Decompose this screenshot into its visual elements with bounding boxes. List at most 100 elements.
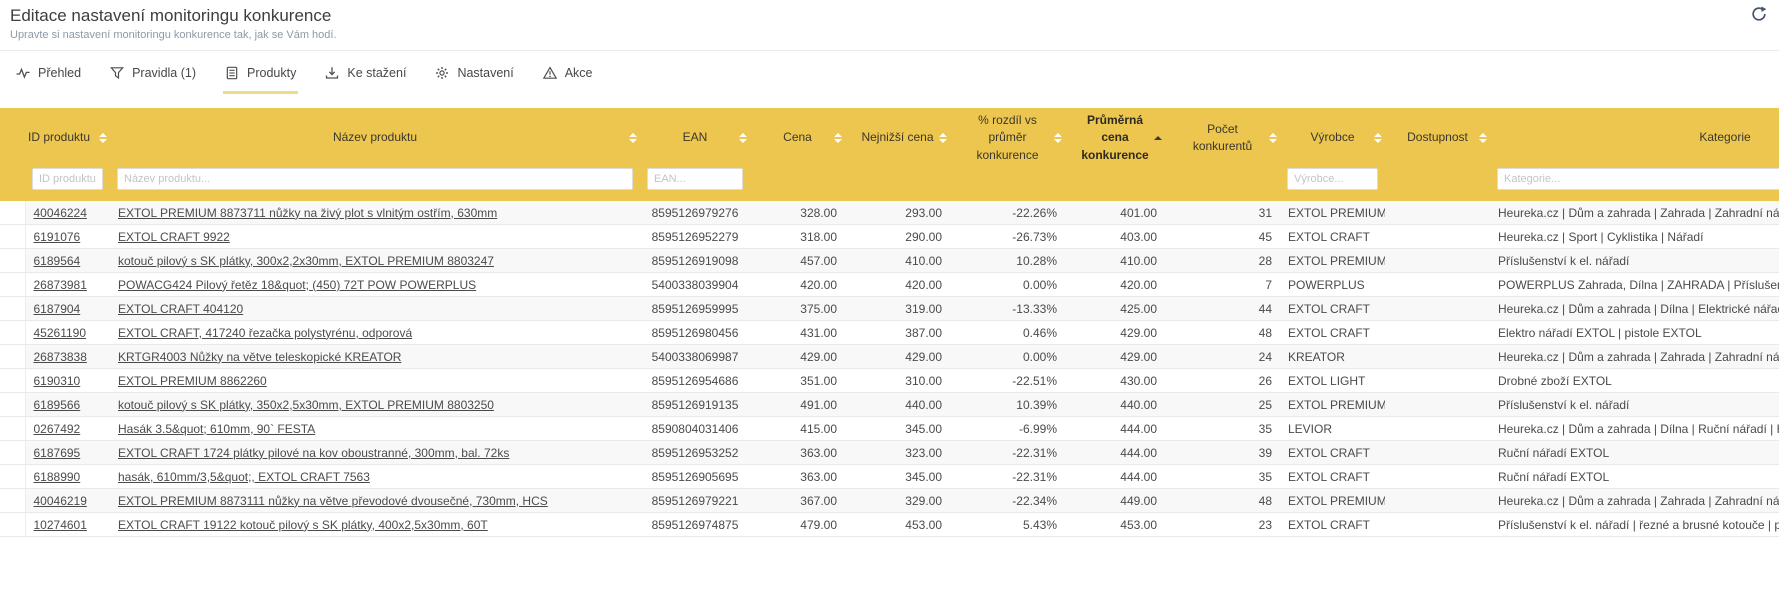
id-filter-input[interactable]: [32, 168, 103, 191]
tab-label: Pravidla (1): [132, 65, 197, 80]
tab-nastaven[interactable]: Nastavení: [433, 51, 515, 94]
kategorie-cell: Příslušenství k el. nářadí | řezné a bru…: [1490, 512, 1779, 538]
column-header-label: EAN: [682, 130, 708, 145]
ean-cell: 8590804031406: [640, 416, 750, 442]
product-name-link[interactable]: EXTOL CRAFT 9922: [118, 229, 230, 244]
product-id-link[interactable]: 26873981: [33, 277, 87, 292]
column-header-ean[interactable]: EAN: [640, 108, 750, 169]
product-id-link[interactable]: 40046219: [33, 493, 87, 508]
column-header-vyrobce[interactable]: Výrobce: [1280, 108, 1385, 169]
sort-icon[interactable]: [1479, 133, 1487, 144]
sort-icon[interactable]: [1054, 133, 1062, 144]
refresh-icon[interactable]: [1751, 6, 1767, 22]
table-filter-row: [0, 168, 1779, 202]
table-row: 45261190 EXTOL CRAFT, 417240 řezačka poly…: [0, 320, 1779, 346]
tab-p-ehled[interactable]: Přehled: [14, 51, 83, 94]
product-name-link[interactable]: EXTOL CRAFT 19122 kotouč pilový s SK plá…: [118, 517, 488, 532]
name-cell: EXTOL CRAFT 404120: [110, 296, 640, 322]
ean-cell: 5400338039904: [640, 272, 750, 298]
product-name-link[interactable]: EXTOL PREMIUM 8862260: [118, 373, 267, 388]
product-name-link[interactable]: EXTOL PREMIUM 8873111 nůžky na větve pře…: [118, 493, 548, 508]
product-id-link[interactable]: 26873838: [33, 349, 87, 364]
sort-icon[interactable]: [939, 133, 947, 144]
vyrobce-filter-input[interactable]: [1287, 168, 1378, 191]
cena-cell: 363.00: [750, 464, 845, 490]
product-name-link[interactable]: EXTOL CRAFT, 417240 řezačka polystyrénu,…: [118, 325, 413, 340]
id-cell: 26873981: [25, 272, 110, 298]
name-cell: POWACG424 Pilový řetěz 18&quot; (450) 72…: [110, 272, 640, 298]
prumerna_cena-cell: 444.00: [1065, 440, 1165, 466]
column-header-rozdil[interactable]: % rozdíl vs průměr konkurence: [950, 108, 1065, 169]
tab-label: Přehled: [38, 65, 82, 80]
product-id-link[interactable]: 6187904: [33, 301, 81, 316]
column-header-name[interactable]: Název produktu: [110, 108, 640, 169]
nejnizsi_cena-cell: 319.00: [845, 296, 950, 322]
tab-label: Produkty: [247, 65, 297, 80]
prumerna_cena-cell: 444.00: [1065, 464, 1165, 490]
rozdil-cell: 0.00%: [950, 344, 1065, 370]
column-header-pocet[interactable]: Počet konkurentů: [1165, 108, 1280, 169]
vyrobce-cell: EXTOL CRAFT: [1280, 464, 1385, 490]
product-id-link[interactable]: 6187695: [33, 445, 81, 460]
tab-akce[interactable]: Akce: [541, 51, 595, 94]
ean-filter-input[interactable]: [647, 168, 743, 191]
sort-icon[interactable]: [739, 133, 747, 144]
kategorie-filter-input[interactable]: [1497, 168, 1779, 191]
product-name-link[interactable]: EXTOL CRAFT 1724 plátky pilové na kov ob…: [118, 445, 510, 460]
dostupnost-cell: [1385, 368, 1490, 394]
product-name-link[interactable]: kotouč pilový s SK plátky, 350x2,5x30mm,…: [118, 397, 494, 412]
column-header-prumerna_cena[interactable]: Průměrná cena konkurence: [1065, 108, 1165, 169]
column-header-nejnizsi_cena[interactable]: Nejnižší cena: [845, 108, 950, 169]
product-id-link[interactable]: 6188990: [33, 469, 81, 484]
product-id-link[interactable]: 10274601: [33, 517, 87, 532]
product-id-link[interactable]: 6189564: [33, 253, 81, 268]
prumerna_cena-cell: 430.00: [1065, 368, 1165, 394]
column-header-dostupnost[interactable]: Dostupnost: [1385, 108, 1490, 169]
product-name-link[interactable]: KRTGR4003 Nůžky na větve teleskopické KR…: [118, 349, 402, 364]
pocet-cell: 28: [1165, 248, 1280, 274]
product-name-link[interactable]: EXTOL CRAFT 404120: [118, 301, 244, 316]
filter-cell-pocet: [1165, 168, 1280, 202]
pinned-spacer-cell: [0, 201, 26, 226]
sort-icon[interactable]: [1269, 133, 1277, 144]
prumerna_cena-cell: 420.00: [1065, 272, 1165, 298]
product-name-link[interactable]: hasák, 610mm/3,5&quot;, EXTOL CRAFT 7563: [118, 469, 370, 484]
product-id-link[interactable]: 6191076: [33, 229, 81, 244]
product-name-link[interactable]: EXTOL PREMIUM 8873711 nůžky na živý plot…: [118, 205, 498, 220]
sort-icon[interactable]: [1154, 136, 1162, 141]
pocet-cell: 26: [1165, 368, 1280, 394]
id-cell: 40046224: [25, 201, 110, 226]
product-id-link[interactable]: 45261190: [33, 325, 87, 340]
product-name-link[interactable]: POWACG424 Pilový řetěz 18&quot; (450) 72…: [118, 277, 477, 292]
vyrobce-cell: EXTOL LIGHT: [1280, 368, 1385, 394]
table-row: 6191076 EXTOL CRAFT 9922 8595126952279 318.…: [0, 224, 1779, 250]
tab-ke-sta-en[interactable]: Ke stažení: [323, 51, 408, 94]
prumerna_cena-cell: 449.00: [1065, 488, 1165, 514]
activity-icon: [16, 66, 30, 80]
filter-cell-name: [110, 168, 640, 202]
product-id-link[interactable]: 6190310: [33, 373, 81, 388]
vyrobce-cell: KREATOR: [1280, 344, 1385, 370]
pinned-spacer-cell: [0, 224, 26, 250]
nejnizsi_cena-cell: 329.00: [845, 488, 950, 514]
name-filter-input[interactable]: [117, 168, 633, 191]
column-header-cena[interactable]: Cena: [750, 108, 845, 169]
sort-icon[interactable]: [629, 133, 637, 144]
product-name-link[interactable]: kotouč pilový s SK plátky, 300x2,2x30mm,…: [118, 253, 494, 268]
column-header-id[interactable]: ID produktu: [25, 108, 110, 169]
sort-icon[interactable]: [834, 133, 842, 144]
table-row: 40046219 EXTOL PREMIUM 8873111 nůžky na v…: [0, 488, 1779, 514]
sort-icon[interactable]: [1374, 133, 1382, 144]
table-row: 6187695 EXTOL CRAFT 1724 plátky pilové na…: [0, 440, 1779, 466]
column-header-kategorie: Kategorie: [1490, 108, 1779, 169]
vyrobce-cell: EXTOL CRAFT: [1280, 224, 1385, 250]
product-id-link[interactable]: 6189566: [33, 397, 81, 412]
sort-icon[interactable]: [99, 133, 107, 144]
tab-produkty[interactable]: Produkty: [223, 51, 299, 94]
nejnizsi_cena-cell: 453.00: [845, 512, 950, 538]
product-id-link[interactable]: 40046224: [33, 205, 87, 220]
tab-pravidla-1[interactable]: Pravidla (1): [108, 51, 198, 94]
product-id-link[interactable]: 0267492: [33, 421, 81, 436]
name-cell: EXTOL CRAFT 9922: [110, 224, 640, 250]
product-name-link[interactable]: Hasák 3.5&quot; 610mm, 90` FESTA: [118, 421, 316, 436]
